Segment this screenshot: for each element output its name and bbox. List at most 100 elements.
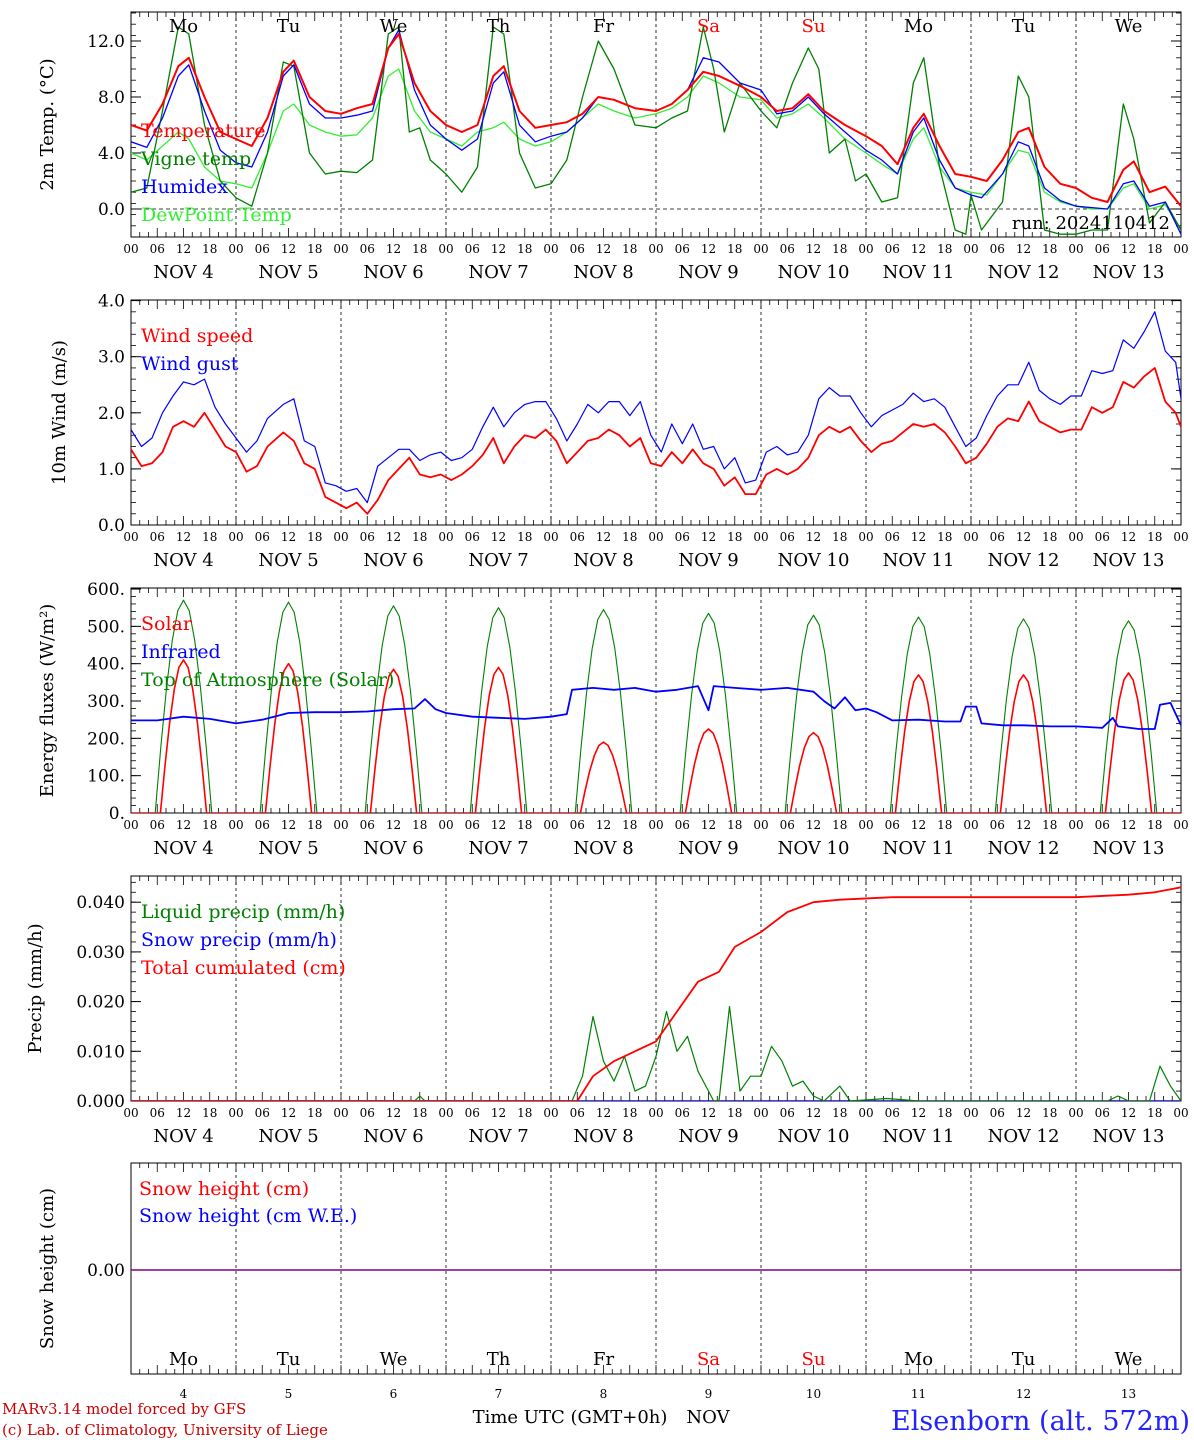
date-label: NOV 8 [573,1126,633,1147]
precip-panel: 0.000 0.010 0.020 0.030 0.040 Precip (mm/h) Li… [25,875,1189,1147]
date-label: NOV 12 [988,838,1060,859]
hour-tick-label: 06 [570,530,585,544]
day-number-label: 8 [600,1387,608,1401]
date-label: NOV 4 [153,1126,213,1147]
hour-tick-label: 18 [517,1106,532,1120]
date-label: NOV 4 [153,838,213,859]
wind-panel: 0.0 1.0 2.0 3.0 4.0 10m Wind (m/s) Wind speed W… [49,292,1189,571]
hour-tick-label: 18 [937,530,952,544]
hour-tick-label: 12 [596,242,611,256]
hour-tick-label: 06 [1095,242,1110,256]
hour-tick-label: 00 [228,530,243,544]
hour-tick-label: 12 [491,242,506,256]
legend-entry: Humidex [141,176,228,198]
weekday-label: Mo [169,1349,198,1370]
y-tick-label: 2.0 [98,404,125,424]
legend-entry: Snow height (cm W.E.) [139,1205,357,1227]
weekday-label: Sa [697,1349,720,1370]
hour-tick-label: 00 [1173,242,1188,256]
hour-tick-label: 00 [438,818,453,832]
date-label: NOV 5 [258,262,318,283]
y-tick-label: 0.040 [76,893,125,913]
day-number-label: 4 [180,1387,188,1401]
hour-tick-label: 12 [281,530,296,544]
hour-tick-label: 06 [1095,818,1110,832]
hour-tick-label: 12 [386,242,401,256]
hour-tick-label: 06 [990,1106,1005,1120]
hour-tick-label: 06 [465,530,480,544]
hour-tick-label: 12 [386,530,401,544]
hour-tick-label: 06 [360,1106,375,1120]
hour-tick-label: 18 [622,530,637,544]
hour-tick-label: 06 [150,242,165,256]
hour-tick-label: 00 [648,530,663,544]
hour-tick-label: 18 [517,242,532,256]
hour-tick-label: 12 [1121,530,1136,544]
date-label: NOV 13 [1093,838,1165,859]
weekday-label: Th [487,16,511,37]
y-axis-label: 10m Wind (m/s) [49,340,70,485]
y-axis-label: Snow height (cm) [37,1188,58,1349]
y-tick-label: 200. [87,729,125,749]
hour-tick-label: 12 [1121,242,1136,256]
y-tick-label: 100. [87,767,125,787]
date-label: NOV 5 [258,1126,318,1147]
hour-tick-label: 00 [648,242,663,256]
hour-tick-label: 06 [885,1106,900,1120]
weekday-label: Tu [1012,16,1036,37]
hour-tick-label: 18 [622,242,637,256]
series-group [131,599,1181,813]
date-label: NOV 12 [988,1126,1060,1147]
hour-tick-label: 18 [412,1106,427,1120]
date-label: NOV 13 [1093,1126,1165,1147]
weekday-label: Mo [169,16,198,37]
hour-tick-label: 18 [517,818,532,832]
hour-tick-label: 18 [307,530,322,544]
y-tick-label: 0. [109,804,125,824]
hour-tick-label: 06 [675,242,690,256]
hour-tick-label: 06 [570,818,585,832]
hour-tick-label: 18 [832,1106,847,1120]
y-tick-label: 0.020 [76,993,125,1013]
weekday-label: Fr [593,1349,614,1370]
hour-tick-label: 12 [386,818,401,832]
hour-tick-label: 18 [202,1106,217,1120]
hour-tick-label: 00 [858,242,873,256]
hour-tick-label: 18 [307,1106,322,1120]
series-line-infrared [131,685,1181,730]
hour-tick-label: 12 [596,818,611,832]
hour-tick-label: 12 [596,530,611,544]
y-axis-label: 2m Temp. (°C) [37,58,58,190]
hour-tick-label: 12 [701,1106,716,1120]
date-label: NOV 7 [468,838,528,859]
weekday-label: Mo [904,1349,933,1370]
hour-tick-label: 06 [780,1106,795,1120]
y-axis-label: Energy fluxes (W/m²) [37,604,58,798]
hour-tick-label: 06 [990,242,1005,256]
hour-tick-label: 18 [622,818,637,832]
weekday-label: We [1115,16,1143,37]
hour-tick-label: 00 [543,1106,558,1120]
weekday-label: We [1115,1349,1143,1370]
date-label: NOV 12 [988,550,1060,571]
y-tick-label: 12.0 [87,32,125,52]
hour-tick-label: 06 [150,818,165,832]
y-tick-label: 1.0 [98,460,125,480]
hour-tick-label: 18 [202,530,217,544]
hour-tick-label: 00 [858,818,873,832]
hour-tick-label: 00 [228,242,243,256]
weekday-label: Su [802,16,826,37]
legend-entry: Temperature [141,120,265,142]
hour-tick-label: 00 [648,818,663,832]
hour-tick-label: 06 [1095,530,1110,544]
y-tick-label: 4.0 [98,144,125,164]
date-label: NOV 5 [258,550,318,571]
x-axis-title: Time UTC (GMT+0h) [473,1407,668,1428]
hour-tick-label: 12 [281,818,296,832]
hour-tick-label: 12 [701,530,716,544]
hour-tick-label: 00 [123,530,138,544]
hour-tick-label: 12 [1016,242,1031,256]
weekday-label: Tu [1012,1349,1036,1370]
hour-tick-label: 00 [543,242,558,256]
